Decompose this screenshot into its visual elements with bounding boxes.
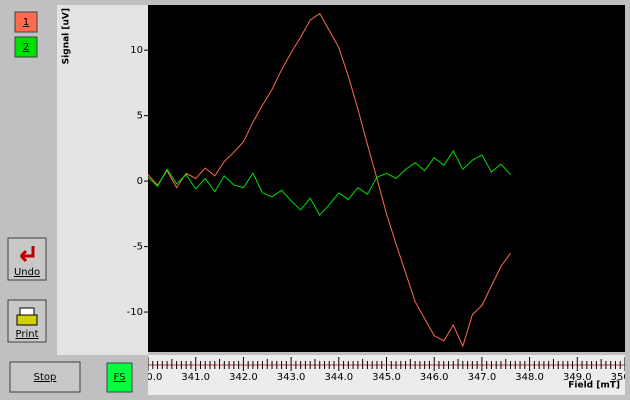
button-label: Undo: [14, 267, 40, 278]
undo-icon: [19, 246, 35, 263]
x-axis-label: Field [mT]: [568, 381, 620, 391]
plot-area: [148, 5, 625, 352]
y-tick-label: -10: [127, 307, 143, 318]
button-label: FS: [114, 372, 126, 383]
legend-swatch: [14, 36, 38, 58]
y-tick-label: 5: [137, 111, 143, 122]
legend-label: 2: [23, 42, 29, 53]
x-tick-label: 348.0: [515, 372, 544, 383]
print-icon-paper: [19, 307, 35, 316]
print-button[interactable]: Print: [7, 299, 47, 343]
x-tick-label: 346.0: [420, 372, 449, 383]
series-line: [148, 150, 511, 217]
button-label: Print: [15, 329, 38, 340]
button-frame: [7, 237, 47, 281]
series-line: [148, 12, 511, 348]
legend-button[interactable]: 1: [14, 11, 38, 33]
x-tick-label: 345.0: [372, 372, 401, 383]
y-tick-label: 10: [130, 45, 143, 56]
legend-swatch: [14, 11, 38, 33]
print-icon-body: [16, 314, 38, 326]
x-tick-label: 350.0: [611, 372, 630, 383]
button-frame: [9, 361, 81, 393]
y-axis-label: Signal [uV]: [62, 8, 72, 64]
fs-button[interactable]: FS: [106, 362, 133, 393]
x-tick-label: 340.0: [134, 372, 163, 383]
x-tick-label: 341.0: [181, 372, 210, 383]
x-tick-label: 349.0: [563, 372, 592, 383]
y-tick-label: -5: [133, 242, 143, 253]
y-axis-panel: [57, 5, 148, 355]
button-label: Stop: [34, 372, 57, 383]
x-tick-label: 342.0: [229, 372, 258, 383]
legend-button[interactable]: 2: [14, 36, 38, 58]
y-tick-label: 0: [137, 176, 143, 187]
x-tick-label: 343.0: [277, 372, 306, 383]
x-tick-label: 347.0: [468, 372, 497, 383]
undo-button[interactable]: Undo: [7, 237, 47, 281]
button-frame: [106, 362, 133, 393]
button-frame: [7, 299, 47, 343]
x-tick-label: 344.0: [324, 372, 353, 383]
legend-label: 1: [23, 17, 29, 28]
x-axis: 340.0 341.0 342.0 343.0 344.0 345.0 346.0 347.0…: [134, 357, 630, 383]
stop-button[interactable]: Stop: [9, 361, 81, 393]
series-lines: [148, 12, 511, 348]
